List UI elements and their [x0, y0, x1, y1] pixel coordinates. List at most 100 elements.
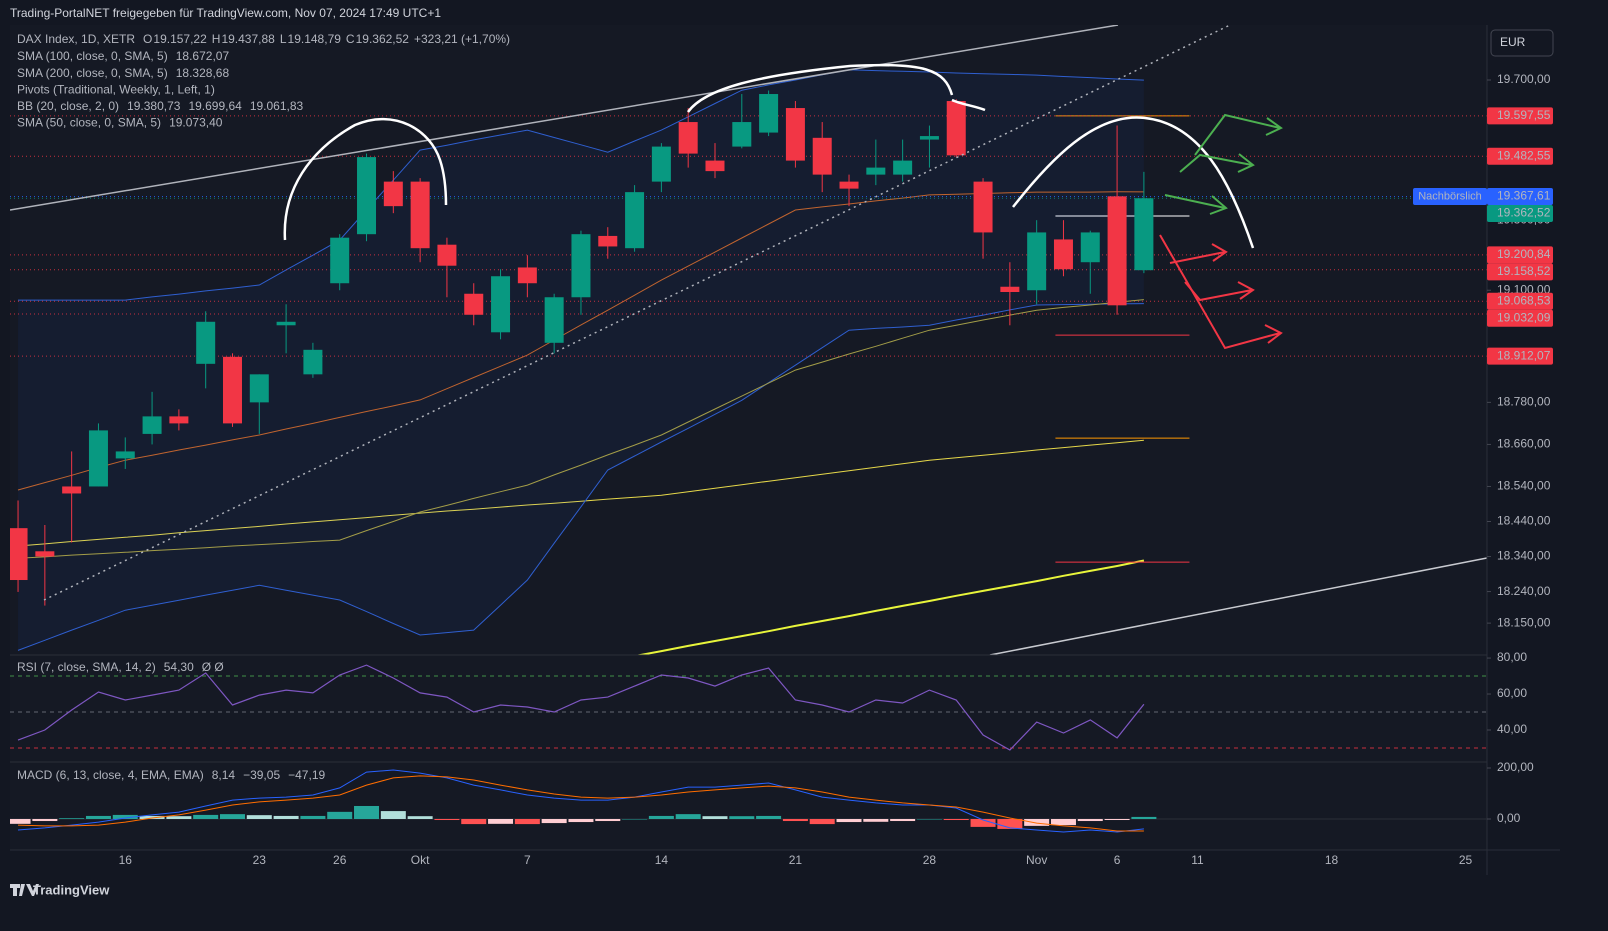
- candle-body: [946, 101, 966, 156]
- y-tick-label: 0,00: [1497, 811, 1521, 825]
- histogram-bar: [488, 818, 514, 824]
- x-tick-label: 25: [1459, 853, 1473, 867]
- candle-body: [115, 451, 135, 459]
- trendline: [989, 557, 1487, 655]
- drawings: [10, 25, 1487, 655]
- currency-label[interactable]: EUR: [1500, 35, 1526, 49]
- histogram-bar: [327, 811, 353, 819]
- y-tick-label: 40,00: [1497, 722, 1527, 736]
- arrow: [1169, 243, 1228, 264]
- arc-drawing: [283, 117, 448, 241]
- brand-logo: [10, 884, 39, 896]
- histogram-bar: [380, 811, 406, 819]
- macd-line: [17, 769, 1144, 833]
- histogram-bar: [59, 818, 85, 819]
- price-pane: [10, 69, 1487, 655]
- candle-body: [705, 160, 725, 172]
- legend-text: 19.699,64: [188, 99, 242, 113]
- x-tick-label: 18: [1325, 853, 1339, 867]
- legend-text: 18.328,68: [176, 66, 230, 80]
- legend-text: 54,30: [164, 660, 194, 674]
- arrow: [1179, 153, 1255, 173]
- candle-body: [517, 267, 537, 284]
- candle-body: [785, 108, 805, 161]
- candle-body: [812, 137, 832, 175]
- histogram-bar: [756, 815, 782, 819]
- histogram-bar: [568, 818, 594, 823]
- x-tick-label: 26: [333, 853, 347, 867]
- indicator-line: [635, 559, 1145, 655]
- histogram-bar: [407, 816, 433, 819]
- candle-body: [866, 167, 886, 175]
- indicator-line: [17, 439, 1144, 547]
- candle-body: [142, 416, 162, 434]
- histogram-bar: [1050, 818, 1076, 826]
- price-label: 19.482,55: [1497, 148, 1551, 162]
- legend-text: BB (20, close, 2, 0): [17, 99, 119, 113]
- histogram-bar: [782, 818, 808, 822]
- histogram-bar: [219, 814, 245, 819]
- candle-body: [1107, 196, 1127, 306]
- macd-line: [17, 775, 1144, 832]
- histogram-bar: [1024, 818, 1050, 826]
- histogram-bar: [246, 815, 272, 819]
- x-tick-label: 16: [119, 853, 133, 867]
- legend-text: H: [212, 32, 221, 46]
- histogram-bar: [702, 816, 728, 819]
- candle-body: [1000, 286, 1020, 292]
- y-tick-label: 200,00: [1497, 760, 1534, 774]
- price-tag-box: [1413, 187, 1487, 205]
- histogram-bar: [675, 814, 701, 819]
- price-label: 19.362,52: [1497, 206, 1551, 220]
- y-tick-label: 18.660,00: [1497, 437, 1551, 451]
- legend-text: 19.061,83: [250, 99, 304, 113]
- y-tick-label: 18.540,00: [1497, 479, 1551, 493]
- x-tick-label: 7: [524, 853, 531, 867]
- price-label: 18.912,07: [1497, 348, 1551, 362]
- legend-text: C: [346, 32, 355, 46]
- price-label-box: [1487, 347, 1553, 365]
- indicator-line: [17, 299, 1144, 559]
- candle-body: [759, 94, 779, 133]
- price-label-box: [1487, 309, 1553, 327]
- histogram-bar: [461, 818, 487, 825]
- histogram-bar: [836, 818, 862, 823]
- histogram-bar: [943, 818, 969, 821]
- candle-body: [196, 321, 216, 364]
- histogram-bar: [809, 818, 835, 825]
- price-label-box: [1487, 246, 1553, 264]
- histogram-bar: [1104, 818, 1130, 821]
- candle-body: [303, 349, 323, 375]
- currency-button[interactable]: [1490, 29, 1554, 57]
- y-tick-label: 19.700,00: [1497, 72, 1551, 86]
- indicator-line: [17, 303, 1144, 651]
- legend-text: O: [143, 32, 152, 46]
- legend: DAX Index, 1D, XETR O 19.157,22 H 19.437,88 L…: [17, 32, 510, 782]
- indicator-line: [17, 191, 1144, 491]
- histogram-bar: [434, 818, 460, 821]
- price-label: 19.158,52: [1497, 264, 1551, 278]
- legend-text: Ø Ø: [202, 660, 224, 674]
- legend-text: −39,05: [243, 768, 280, 782]
- candle-body: [35, 551, 55, 557]
- histogram-bar: [970, 818, 996, 827]
- histogram-bar: [863, 818, 889, 822]
- candle-body: [678, 122, 698, 154]
- x-tick-label: 28: [923, 853, 937, 867]
- histogram-bar: [541, 818, 567, 824]
- candle-body: [249, 374, 269, 403]
- legend-text: 19.380,73: [127, 99, 181, 113]
- candle-body: [625, 192, 645, 249]
- legend-text: RSI (7, close, SMA, 14, 2): [17, 660, 156, 674]
- candle-body: [222, 356, 242, 424]
- axes: 162326Okt7142128Nov611182519.700,0019.30…: [119, 72, 1553, 867]
- price-label: 19.367,61: [1497, 189, 1551, 203]
- histogram-bar: [648, 815, 674, 819]
- legend-text: 19.362,52: [356, 32, 410, 46]
- candle-body: [1080, 232, 1100, 263]
- candle-body: [169, 416, 189, 424]
- x-tick-label: 11: [1191, 853, 1204, 867]
- candle-body: [732, 122, 752, 147]
- candle-body: [10, 528, 28, 581]
- candle-body: [410, 181, 430, 249]
